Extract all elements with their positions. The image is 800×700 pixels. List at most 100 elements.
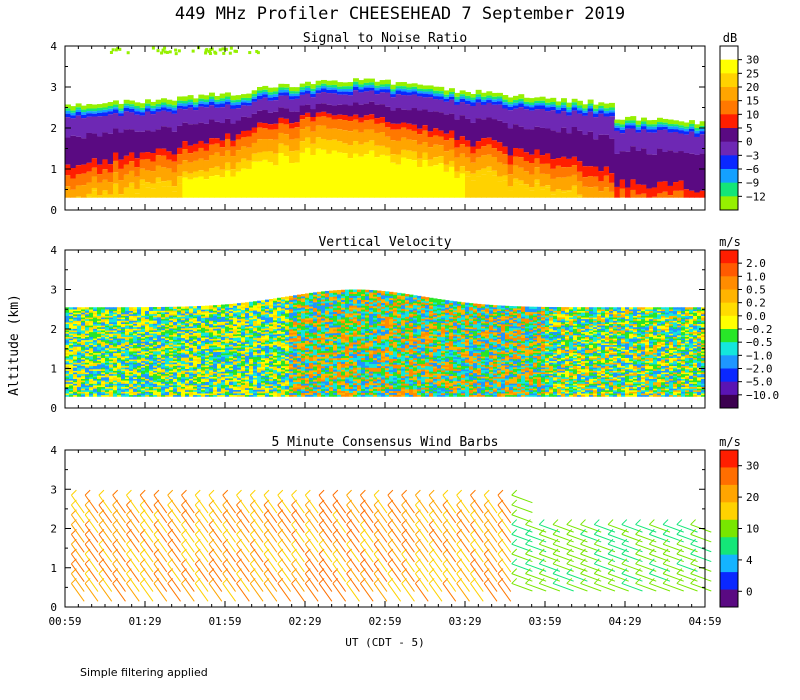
vv-cell: [185, 358, 190, 361]
vv-cell: [173, 373, 178, 376]
vv-cell: [297, 394, 302, 397]
vv-cell: [133, 358, 138, 362]
vv-cell: [293, 386, 298, 390]
snr-cell: [513, 178, 519, 183]
vv-cell: [213, 305, 218, 308]
vv-cell: [249, 366, 254, 370]
vv-cell: [137, 328, 142, 331]
vv-cell: [261, 364, 266, 368]
snr-cell: [529, 102, 535, 106]
vv-cell: [221, 312, 226, 316]
vv-cell: [141, 342, 146, 345]
vv-cell: [101, 371, 106, 375]
snr-cell: [603, 103, 610, 109]
vv-cell: [209, 346, 214, 349]
vv-cell: [125, 336, 130, 339]
snr-cell: [118, 113, 125, 117]
vv-cell: [153, 383, 158, 386]
snr-cell: [699, 121, 706, 126]
snr-cell: [235, 134, 242, 140]
vv-cell: [273, 373, 278, 376]
vv-cell: [293, 370, 298, 373]
vv-cell: [193, 394, 198, 397]
vv-cell: [161, 349, 166, 352]
vv-cell: [253, 313, 258, 316]
snr-cell: [379, 80, 386, 85]
vv-cell: [277, 344, 282, 347]
vv-cell: [197, 324, 202, 327]
vv-cell: [165, 381, 170, 384]
snr-speck: [256, 51, 260, 55]
snr-cell: [305, 93, 311, 105]
snr-cell: [198, 176, 205, 198]
vv-cell: [105, 378, 110, 381]
vv-cell: [113, 329, 118, 333]
vv-cell: [73, 336, 78, 339]
vv-cell: [189, 324, 194, 327]
vv-cell: [133, 381, 138, 384]
snr-cell: [86, 171, 93, 183]
snr-cell: [65, 108, 71, 111]
vv-cell: [205, 320, 210, 323]
snr-cell: [91, 176, 98, 188]
vv-cell: [97, 329, 102, 333]
vv-cell: [109, 376, 114, 379]
vv-cell: [69, 341, 74, 344]
vv-cell: [121, 375, 126, 378]
vv-cell: [245, 346, 250, 349]
vv-cell: [313, 392, 318, 395]
snr-cell: [342, 88, 349, 92]
snr-speck: [165, 50, 169, 54]
vv-cell: [173, 353, 178, 357]
vv-cell: [265, 369, 270, 373]
vv-cell: [69, 378, 74, 381]
vv-cell: [137, 386, 142, 389]
vv-cell: [117, 379, 122, 383]
vv-cell: [257, 351, 262, 354]
vv-cell: [241, 319, 246, 323]
vv-cell: [253, 354, 258, 358]
snr-cell: [225, 92, 231, 97]
vv-cell: [309, 330, 314, 333]
vv-cell: [101, 325, 106, 328]
vv-cell: [137, 383, 142, 386]
vv-cell: [265, 306, 270, 309]
vv-cell: [113, 373, 118, 376]
vv-cell: [185, 360, 190, 363]
snr-cell: [689, 190, 695, 198]
snr-cell: [342, 82, 349, 87]
vv-cell: [281, 365, 286, 368]
vv-cell: [245, 356, 250, 360]
snr-cell: [166, 151, 173, 160]
snr-cell: [310, 143, 317, 156]
vv-cell: [177, 366, 182, 370]
vv-cell: [145, 337, 150, 341]
vv-cell: [305, 317, 310, 321]
vv-cell: [217, 369, 222, 372]
vv-cell: [109, 370, 114, 373]
vv-cell: [89, 360, 94, 363]
vv-cell: [209, 307, 214, 310]
vv-cell: [205, 308, 210, 312]
vv-cell: [89, 325, 94, 328]
vv-cell: [189, 330, 194, 334]
vv-cell: [257, 337, 262, 340]
snr-cell: [486, 91, 493, 96]
vv-cell: [149, 345, 154, 349]
snr-cell: [417, 134, 423, 145]
vv-cell: [293, 300, 298, 304]
vv-cell: [301, 392, 306, 395]
vv-cell: [233, 330, 238, 333]
vv-cell: [109, 308, 114, 312]
vv-cell: [81, 378, 86, 381]
snr-cell: [630, 116, 637, 121]
vv-cell: [145, 368, 150, 371]
vv-cell: [217, 324, 222, 328]
vv-cell: [157, 366, 162, 370]
vv-cell: [285, 296, 290, 299]
vv-cell: [169, 342, 174, 345]
vv-cell: [193, 358, 198, 361]
vv-cell: [253, 361, 258, 364]
vv-cell: [129, 315, 134, 318]
snr-speck: [114, 48, 118, 52]
